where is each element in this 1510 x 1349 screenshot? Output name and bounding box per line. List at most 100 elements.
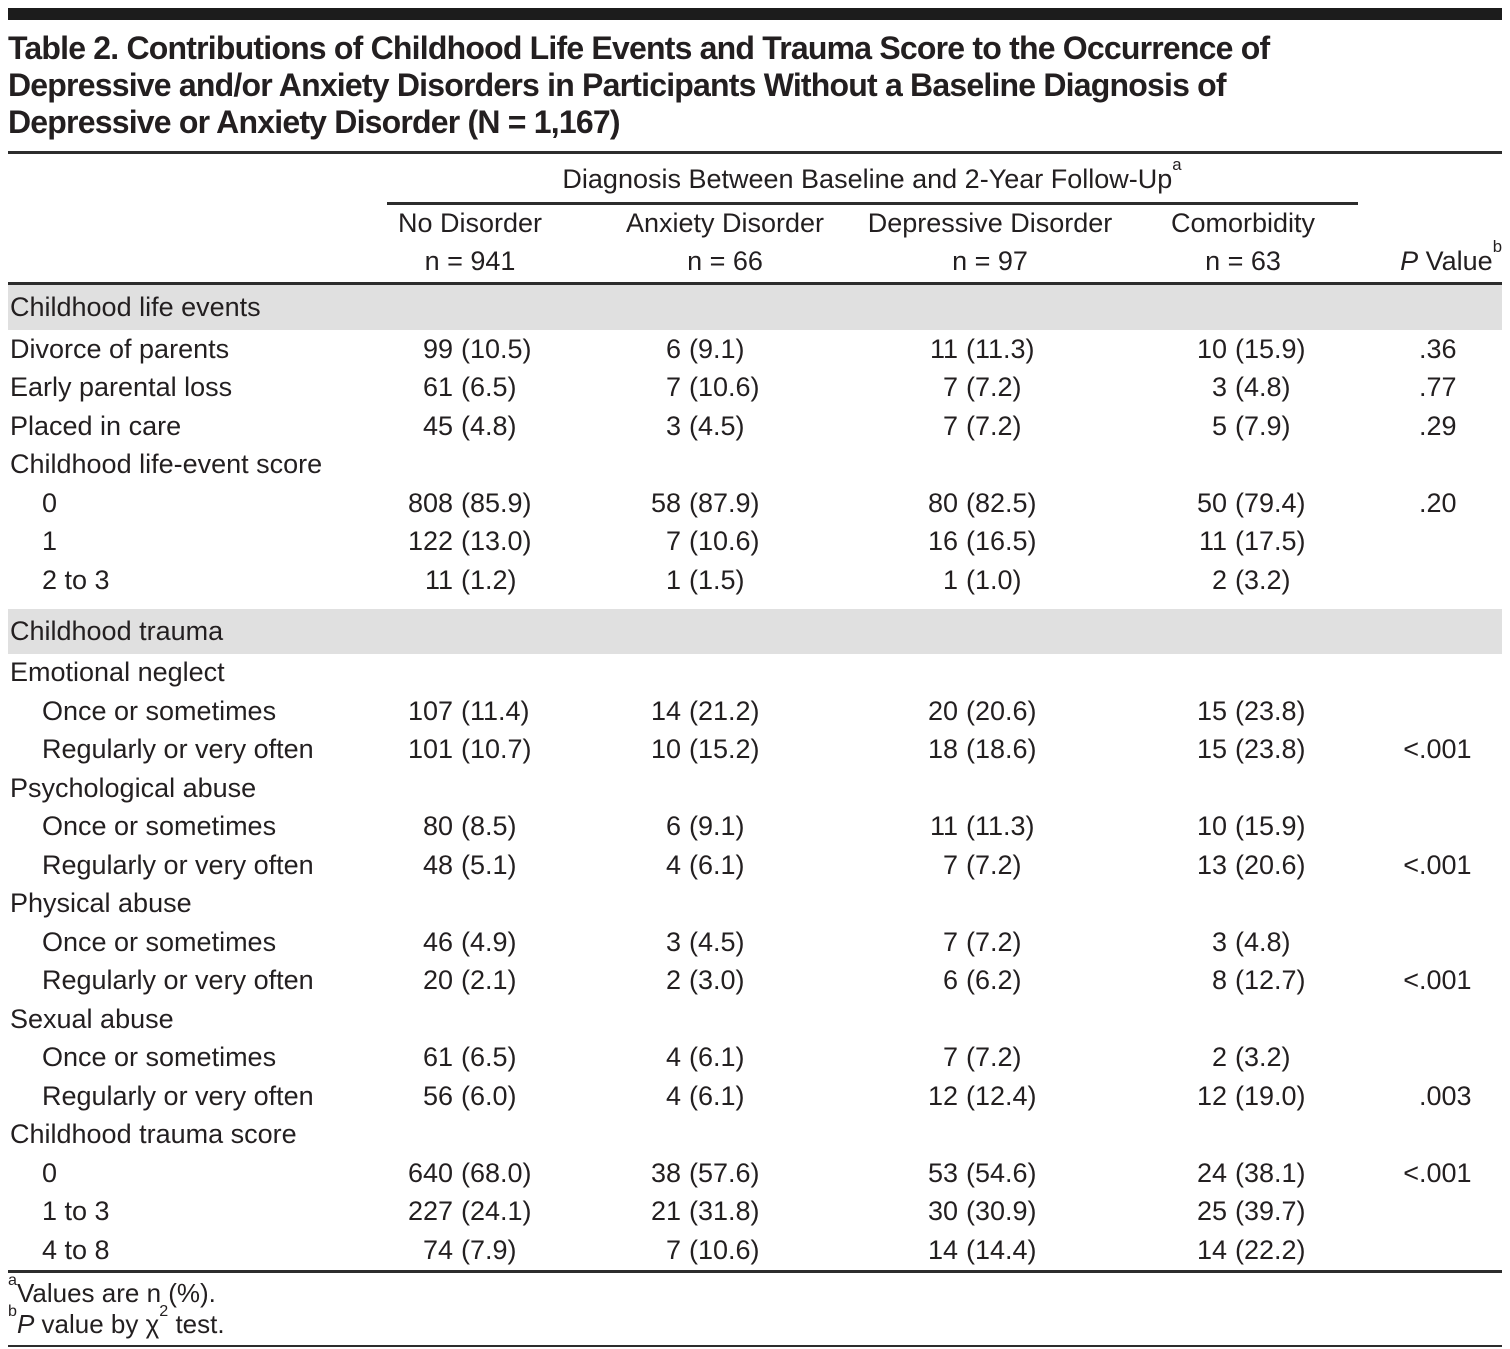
cell-no-disorder: 640 (68.0) [385,1158,613,1189]
cell-count: 20 [422,965,453,996]
cell-percent: (6.5) [461,1042,517,1073]
cell-percent: (10.7) [461,734,532,765]
cell-count: 15 [1196,734,1227,765]
table-row: Once or sometimes 107 (11.4) 14 (21.2) 20 (20.… [8,692,1502,731]
col-header-anxiety-disorder: Anxiety Disorder [625,208,825,238]
cell-percent: (7.2) [966,1042,1022,1073]
cell-p-value: < .001 [1385,965,1502,996]
table-row: Divorce of parents 99 (10.5) 6 (9.1) 11 (11.3)… [8,330,1502,369]
cell-percent: (6.1) [689,849,745,880]
row-label: Regularly or very often [42,1080,314,1111]
row-label: Childhood life-event score [10,449,323,480]
footnote-a: aValues are n (%). [8,1272,1502,1309]
row-label: Physical abuse [10,888,192,919]
cell-count: 107 [407,695,453,726]
cell-no-disorder: 74 (7.9) [385,1235,613,1266]
cell-comorbidity: 24 (38.1) [1160,1158,1385,1189]
cell-count: 61 [422,1042,453,1073]
cell-count: 20 [927,695,958,726]
cell-no-disorder: 45 (4.8) [385,411,613,442]
table-row: 1 122 (13.0) 7 (10.6) 16 (16.5) 11 (17.5) [8,523,1502,562]
cell-no-disorder: 46 (4.9) [385,927,613,958]
row-label: Childhood trauma score [10,1119,297,1150]
header-bottom-rule [8,282,1502,285]
col-n-depressive-disorder: n = 97 [952,246,1028,276]
col-header-depressive-disorder: Depressive Disorder [867,208,1113,238]
cell-percent: (20.6) [966,695,1037,726]
p-value-number: .001 [1419,734,1472,765]
row-label: 2 to 3 [42,564,110,595]
p-value-prefix: < [1403,1157,1419,1188]
cell-percent: (7.9) [461,1234,517,1265]
cell-percent: (82.5) [966,487,1037,518]
cell-percent: (20.6) [1235,849,1306,880]
cell-comorbidity: 12 (19.0) [1160,1081,1385,1112]
p-value-number: .001 [1419,1157,1472,1188]
p-value-prefix: < [1403,849,1419,880]
page-bottom-rule [8,1344,1502,1347]
cell-depressive-disorder: 80 (82.5) [890,488,1160,519]
cell-depressive-disorder: 11 (11.3) [890,811,1160,842]
col-header-p-value: P Valueb [1400,239,1502,277]
cell-no-disorder: 20 (2.1) [385,965,613,996]
p-value-number: .36 [1419,333,1457,364]
cell-percent: (11.4) [461,695,530,726]
cell-percent: (11.3) [966,333,1035,364]
cell-count: 13 [1196,849,1227,880]
p-value-footnote-mark: b [1492,237,1502,257]
table-row: Early parental loss 61 (6.5) 7 (10.6) 7 (7.2) 3… [8,369,1502,408]
p-value-number: .001 [1419,965,1472,996]
table-header: Diagnosis Between Baseline and 2-Year Fo… [8,154,1502,282]
cell-count: 30 [927,1196,958,1227]
cell-percent: (1.5) [689,564,745,595]
cell-comorbidity: 15 (23.8) [1160,734,1385,765]
cell-count: 80 [422,811,453,842]
cell-p-value: < .001 [1385,850,1502,881]
table-title-line-2: Depressive and/or Anxiety Disorders in P… [8,67,1227,103]
cell-depressive-disorder: 30 (30.9) [890,1196,1160,1227]
cell-depressive-disorder: 7 (7.2) [890,1042,1160,1073]
row-label: Regularly or very often [42,734,314,765]
cell-percent: (4.8) [461,410,517,441]
cell-no-disorder: 48 (5.1) [385,850,613,881]
cell-count: 21 [650,1196,681,1227]
cell-no-disorder: 122 (13.0) [385,526,613,557]
cell-comorbidity: 15 (23.8) [1160,696,1385,727]
cell-p-value: < .001 [1385,734,1502,765]
cell-count: 7 [665,526,681,557]
row-label: Placed in care [10,410,182,441]
cell-depressive-disorder: 16 (16.5) [890,526,1160,557]
cell-percent: (23.8) [1235,734,1306,765]
cell-count: 7 [942,372,958,403]
cell-count: 99 [422,333,453,364]
cell-percent: (22.2) [1235,1234,1306,1265]
row-label: Early parental loss [10,372,233,403]
cell-percent: (4.5) [689,410,745,441]
row-label: Once or sometimes [42,926,277,957]
table-row: Placed in care 45 (4.8) 3 (4.5) 7 (7.2) 5 (7.9).… [8,407,1502,446]
cell-depressive-disorder: 20 (20.6) [890,696,1160,727]
cell-count: 48 [422,849,453,880]
cell-percent: (8.5) [461,811,517,842]
table-title: Table 2. Contributions of Childhood Life… [8,30,1502,141]
cell-anxiety-disorder: 7 (10.6) [613,526,890,557]
cell-depressive-disorder: 7 (7.2) [890,927,1160,958]
cell-p-value: .77 [1385,372,1502,403]
cell-count: 1 [942,564,958,595]
cell-percent: (10.6) [689,372,760,403]
cell-anxiety-disorder: 7 (10.6) [613,1235,890,1266]
cell-comorbidity: 3 (4.8) [1160,372,1385,403]
cell-p-value: .29 [1385,411,1502,442]
cell-p-value: .20 [1385,488,1502,519]
cell-count: 25 [1196,1196,1227,1227]
cell-count: 61 [422,372,453,403]
cell-count: 227 [407,1196,453,1227]
cell-count: 3 [665,410,681,441]
cell-count: 3 [665,926,681,957]
row-label: Once or sometimes [42,1042,277,1073]
row-label: Once or sometimes [42,695,277,726]
cell-count: 12 [1196,1080,1227,1111]
cell-comorbidity: 2 (3.2) [1160,1042,1385,1073]
p-value-number: .29 [1419,410,1457,441]
row-label: 4 to 8 [42,1234,110,1265]
